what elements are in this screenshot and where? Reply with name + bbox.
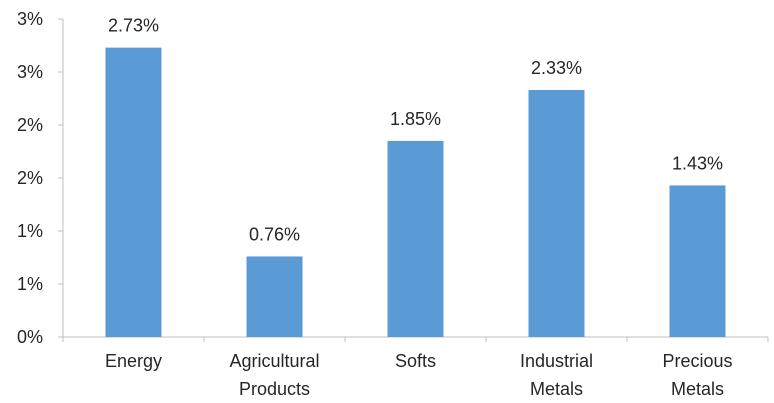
x-tick-label: Metals — [671, 379, 724, 399]
bar — [105, 47, 162, 338]
bars — [105, 47, 726, 338]
y-axis: 0% 1% 1% 2% 2% 3% 3% — [17, 9, 64, 347]
x-tick-label: Metals — [530, 379, 583, 399]
data-label: 1.85% — [390, 109, 441, 129]
bar — [528, 90, 585, 338]
bar — [669, 185, 726, 337]
y-tick-label: 0% — [17, 327, 43, 347]
x-tick-label: Precious — [662, 351, 732, 371]
bar — [387, 140, 444, 337]
data-label: 0.76% — [249, 224, 300, 244]
bar — [246, 256, 303, 337]
data-labels: 2.73% 0.76% 1.85% 2.33% 1.43% — [108, 16, 723, 245]
x-axis: Energy Agricultural Products Softs Industria… — [62, 336, 769, 399]
y-tick-label: 1% — [17, 221, 43, 241]
y-tick-label: 1% — [17, 274, 43, 294]
x-tick-label: Agricultural — [229, 351, 319, 371]
y-tick-label: 2% — [17, 115, 43, 135]
x-tick-label: Products — [239, 379, 310, 399]
x-tick-label: Industrial — [520, 351, 593, 371]
data-label: 2.73% — [108, 16, 159, 36]
y-tick-label: 2% — [17, 168, 43, 188]
y-tick-label: 3% — [17, 62, 43, 82]
x-tick-label: Softs — [395, 351, 436, 371]
data-label: 2.33% — [531, 58, 582, 78]
data-label: 1.43% — [672, 153, 723, 173]
y-tick-label: 3% — [17, 9, 43, 29]
x-tick-label: Energy — [105, 351, 162, 371]
